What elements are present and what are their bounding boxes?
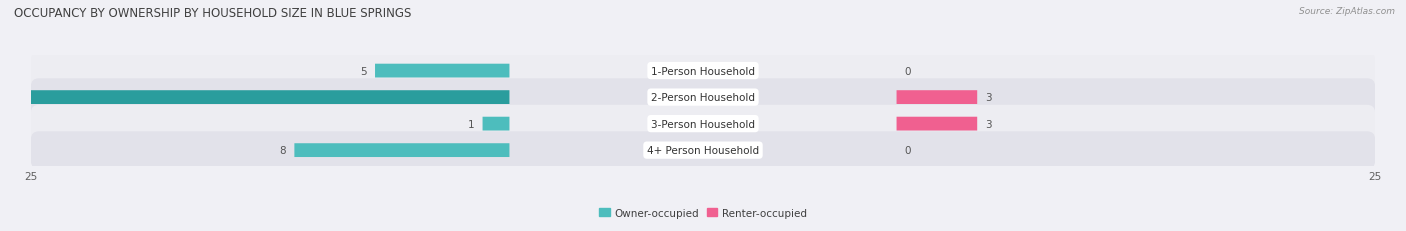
- FancyBboxPatch shape: [31, 79, 1375, 116]
- FancyBboxPatch shape: [0, 91, 509, 105]
- Text: 0: 0: [904, 66, 911, 76]
- FancyBboxPatch shape: [31, 52, 1375, 90]
- Text: 1: 1: [468, 119, 474, 129]
- Text: 8: 8: [280, 146, 287, 155]
- Text: 0: 0: [904, 146, 911, 155]
- FancyBboxPatch shape: [31, 132, 1375, 169]
- FancyBboxPatch shape: [897, 117, 977, 131]
- Text: 3: 3: [986, 93, 991, 103]
- Text: 5: 5: [360, 66, 367, 76]
- Text: OCCUPANCY BY OWNERSHIP BY HOUSEHOLD SIZE IN BLUE SPRINGS: OCCUPANCY BY OWNERSHIP BY HOUSEHOLD SIZE…: [14, 7, 412, 20]
- Legend: Owner-occupied, Renter-occupied: Owner-occupied, Renter-occupied: [595, 204, 811, 222]
- Text: 2-Person Household: 2-Person Household: [651, 93, 755, 103]
- Text: Source: ZipAtlas.com: Source: ZipAtlas.com: [1299, 7, 1395, 16]
- Text: 3-Person Household: 3-Person Household: [651, 119, 755, 129]
- FancyBboxPatch shape: [31, 105, 1375, 143]
- Text: 3: 3: [986, 119, 991, 129]
- FancyBboxPatch shape: [482, 117, 509, 131]
- FancyBboxPatch shape: [375, 64, 509, 78]
- FancyBboxPatch shape: [897, 91, 977, 105]
- Text: 4+ Person Household: 4+ Person Household: [647, 146, 759, 155]
- FancyBboxPatch shape: [294, 144, 509, 157]
- Text: 1-Person Household: 1-Person Household: [651, 66, 755, 76]
